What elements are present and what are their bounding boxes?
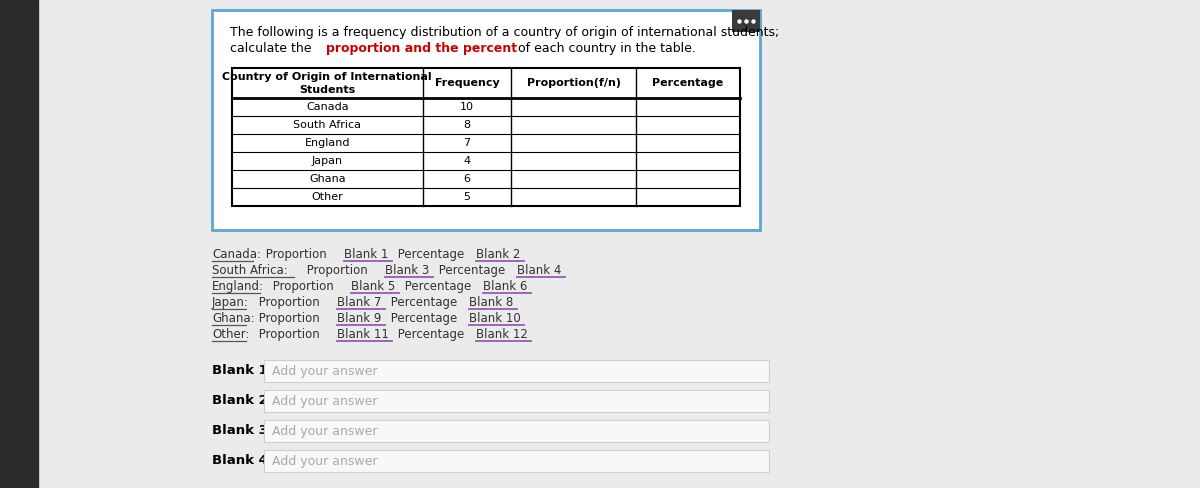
Text: Percentage: Percentage [388, 296, 461, 309]
Text: Proportion: Proportion [304, 264, 372, 277]
Text: Blank 5: Blank 5 [350, 280, 395, 293]
Text: calculate the: calculate the [230, 42, 316, 55]
Text: Percentage: Percentage [401, 280, 475, 293]
Bar [264, 360, 769, 382]
Text: Blank 9: Blank 9 [337, 312, 382, 325]
Text: Blank 11: Blank 11 [337, 328, 389, 341]
Text: Proportion(f/n): Proportion(f/n) [527, 78, 620, 88]
Text: 10: 10 [460, 102, 474, 112]
Text: Blank 1: Blank 1 [212, 365, 268, 378]
Text: of each country in the table.: of each country in the table. [514, 42, 696, 55]
Bar [732, 10, 760, 32]
Text: 8: 8 [463, 120, 470, 130]
Bar [232, 68, 740, 206]
Text: Proportion: Proportion [256, 328, 324, 341]
Bar [264, 390, 769, 412]
Text: Students: Students [299, 84, 355, 95]
Text: 6: 6 [463, 174, 470, 184]
Text: Other:: Other: [212, 328, 250, 341]
Text: Percentage: Percentage [394, 328, 468, 341]
Text: Blank 3: Blank 3 [385, 264, 430, 277]
Bar [0, 0, 38, 488]
Text: 7: 7 [463, 138, 470, 148]
Text: Canada:: Canada: [212, 248, 262, 261]
Text: England:: England: [212, 280, 264, 293]
Text: Blank 2: Blank 2 [212, 394, 268, 407]
Text: Add your answer: Add your answer [272, 365, 378, 378]
Bar [264, 450, 769, 472]
Text: Other: Other [311, 192, 343, 202]
Text: Proportion: Proportion [269, 280, 337, 293]
Text: Canada: Canada [306, 102, 348, 112]
Text: Proportion: Proportion [256, 296, 324, 309]
Text: Blank 10: Blank 10 [469, 312, 521, 325]
Text: proportion and the percent: proportion and the percent [326, 42, 517, 55]
Text: Japan:: Japan: [212, 296, 248, 309]
Text: The following is a frequency distribution of a country of origin of internationa: The following is a frequency distributio… [230, 26, 779, 39]
Text: South Africa:: South Africa: [212, 264, 288, 277]
Text: Blank 6: Blank 6 [484, 280, 528, 293]
Text: Blank 4: Blank 4 [212, 454, 268, 468]
Text: Japan: Japan [312, 156, 343, 166]
Text: Blank 3: Blank 3 [212, 425, 268, 438]
Text: Percentage: Percentage [436, 264, 509, 277]
Text: Blank 7: Blank 7 [337, 296, 382, 309]
Bar [264, 420, 769, 442]
Text: Blank 4: Blank 4 [517, 264, 562, 277]
Text: Ghana: Ghana [308, 174, 346, 184]
Text: Blank 2: Blank 2 [476, 248, 521, 261]
Text: Add your answer: Add your answer [272, 425, 378, 438]
Text: Percentage: Percentage [394, 248, 468, 261]
Text: Blank 8: Blank 8 [469, 296, 514, 309]
Text: England: England [305, 138, 350, 148]
Text: Percentage: Percentage [388, 312, 461, 325]
Text: Blank 12: Blank 12 [476, 328, 528, 341]
Text: Frequency: Frequency [434, 78, 499, 88]
Text: South Africa: South Africa [293, 120, 361, 130]
Bar [212, 10, 760, 230]
Text: Ghana:: Ghana: [212, 312, 254, 325]
Text: 5: 5 [463, 192, 470, 202]
Text: 4: 4 [463, 156, 470, 166]
Text: Proportion: Proportion [256, 312, 324, 325]
Text: Add your answer: Add your answer [272, 454, 378, 468]
Text: Percentage: Percentage [653, 78, 724, 88]
Text: Blank 1: Blank 1 [344, 248, 389, 261]
Text: Proportion: Proportion [262, 248, 330, 261]
Text: Add your answer: Add your answer [272, 394, 378, 407]
Text: Country of Origin of International: Country of Origin of International [222, 72, 432, 82]
